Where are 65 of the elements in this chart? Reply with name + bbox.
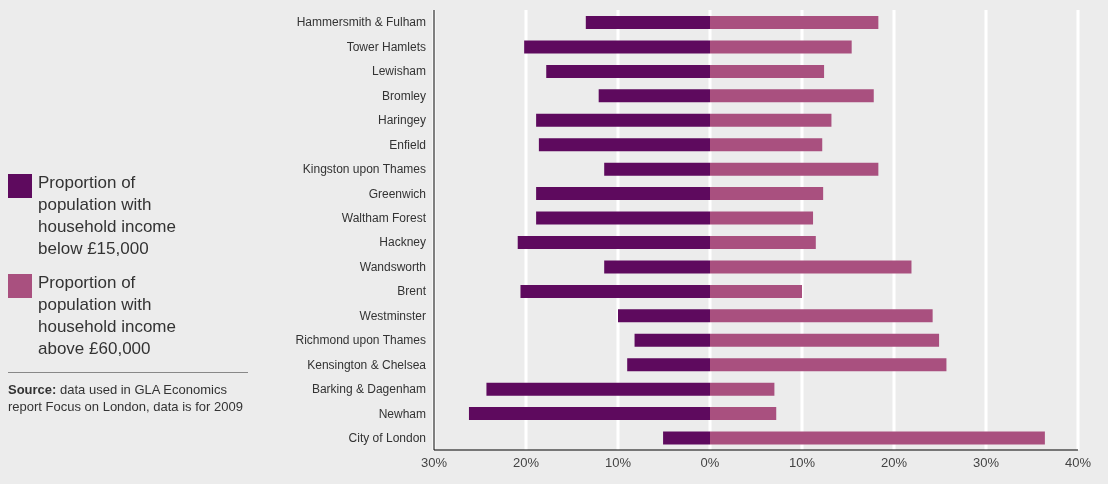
bar (710, 309, 933, 323)
y-tick-label: Wandsworth (359, 259, 426, 274)
y-tick-label: Hammersmith & Fulham (296, 15, 426, 30)
x-tick-label: 0% (700, 455, 720, 471)
x-tick-label: 10% (788, 455, 816, 471)
y-tick-label: Enfield (389, 137, 426, 152)
bar (710, 187, 824, 201)
y-tick-label: Hackney (379, 235, 426, 250)
bar (710, 382, 775, 396)
legend-label: Proportion of population with household income below £15,000 (38, 172, 177, 260)
x-tick-label: 20% (880, 455, 908, 471)
bar (524, 40, 710, 54)
bar (663, 431, 710, 445)
y-tick-label: City of London (348, 431, 426, 446)
x-tick-label: 30% (972, 455, 1000, 471)
bar (710, 358, 947, 372)
bar (710, 162, 879, 176)
y-tick-label: Waltham Forest (341, 211, 427, 226)
bar (710, 407, 777, 421)
bar (710, 260, 912, 274)
y-tick-label: Bromley (381, 88, 426, 103)
y-tick-label: Tower Hamlets (346, 39, 426, 54)
bar (710, 284, 802, 298)
bar (710, 236, 816, 249)
bar (520, 284, 710, 298)
bar (618, 309, 710, 323)
bar (604, 162, 710, 176)
bar (486, 382, 710, 396)
x-tick-label: 40% (1064, 455, 1092, 471)
y-tick-label: Newham (378, 406, 426, 421)
y-tick-label: Greenwich (368, 186, 426, 201)
bar (536, 113, 710, 127)
y-tick-label: Brent (397, 284, 427, 299)
x-tick-label: 10% (604, 455, 632, 471)
bar (710, 211, 814, 225)
y-tick-label: Lewisham (371, 64, 426, 79)
source-note: Source: data used in GLA Economics report Focus on London, data is for 2009 (8, 381, 244, 415)
bar (536, 211, 710, 225)
y-tick-label: Kensington & Chelsea (307, 357, 427, 372)
x-tick-label: 20% (512, 455, 540, 471)
bar (604, 260, 710, 274)
bar (710, 431, 1045, 445)
bar (546, 64, 710, 78)
y-tick-label: Kingston upon Thames (302, 162, 426, 177)
y-tick-label: Barking & Dagenham (311, 382, 426, 397)
x-tick-label: 30% (420, 455, 448, 471)
bar (710, 64, 825, 78)
bar (710, 333, 940, 347)
y-tick-label: Richmond upon Thames (295, 333, 426, 348)
bar (710, 16, 879, 29)
bar (710, 89, 874, 103)
bar (710, 113, 832, 127)
y-tick-label: Westminster (359, 308, 426, 323)
legend-label: Proportion of population with household income above £60,000 (38, 272, 177, 360)
bar (538, 138, 710, 152)
bar (517, 236, 710, 249)
bar (536, 187, 710, 201)
bar (710, 40, 852, 54)
y-tick-label: Haringey (377, 113, 426, 128)
bar (468, 407, 710, 421)
bar (710, 138, 823, 152)
bar (627, 358, 710, 372)
bar (598, 89, 710, 103)
bar (634, 333, 710, 347)
bar (585, 16, 710, 29)
